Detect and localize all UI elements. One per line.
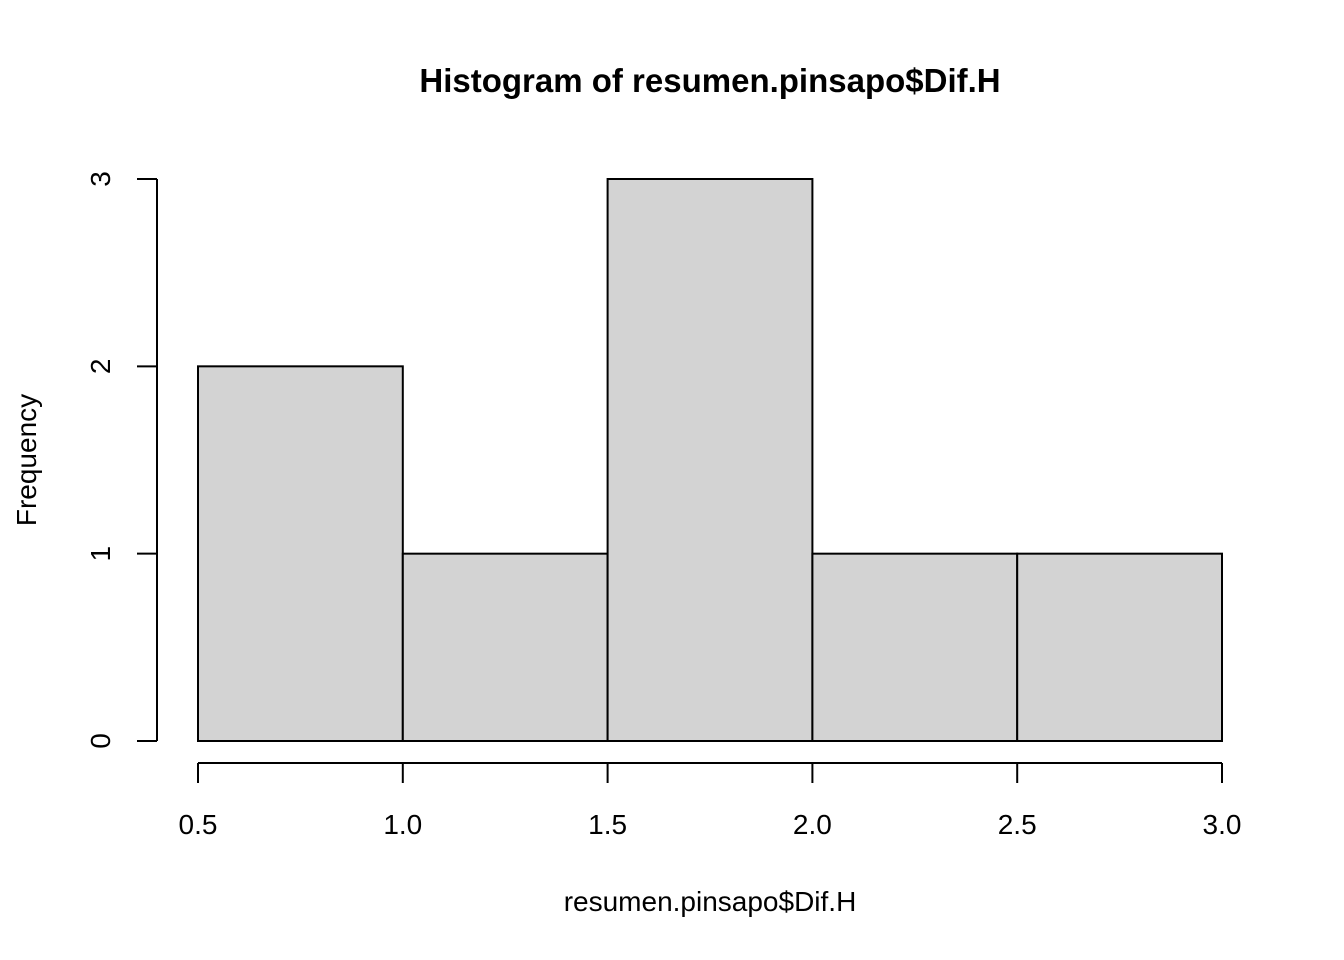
x-tick-label-5: 3.0 bbox=[1203, 809, 1242, 840]
y-tick-label-1: 1 bbox=[85, 546, 116, 562]
histogram-bar-1 bbox=[401, 552, 609, 743]
histogram-bar-4 bbox=[1016, 552, 1224, 743]
x-tick-label-1: 1.0 bbox=[383, 809, 422, 840]
histogram-bar-0 bbox=[197, 365, 404, 742]
x-axis: 0.5 1.0 1.5 2.0 2.5 3.0 bbox=[179, 762, 1242, 840]
x-tick-label-0: 0.5 bbox=[179, 809, 218, 840]
y-tick-label-0: 0 bbox=[85, 733, 116, 749]
y-axis: 0 1 2 3 bbox=[85, 171, 158, 749]
bars-group bbox=[197, 178, 1224, 743]
x-tick-label-4: 2.5 bbox=[998, 809, 1037, 840]
x-axis-label: resumen.pinsapo$Dif.H bbox=[564, 886, 857, 917]
chart-title: Histogram of resumen.pinsapo$Dif.H bbox=[419, 62, 1000, 99]
y-tick-label-3: 3 bbox=[85, 171, 116, 187]
x-tick-label-3: 2.0 bbox=[793, 809, 832, 840]
histogram-bar-3 bbox=[811, 552, 1019, 743]
histogram-bar-2 bbox=[606, 178, 814, 742]
x-tick-label-2: 1.5 bbox=[588, 809, 627, 840]
y-axis-label: Frequency bbox=[11, 394, 42, 526]
y-tick-label-2: 2 bbox=[85, 359, 116, 375]
